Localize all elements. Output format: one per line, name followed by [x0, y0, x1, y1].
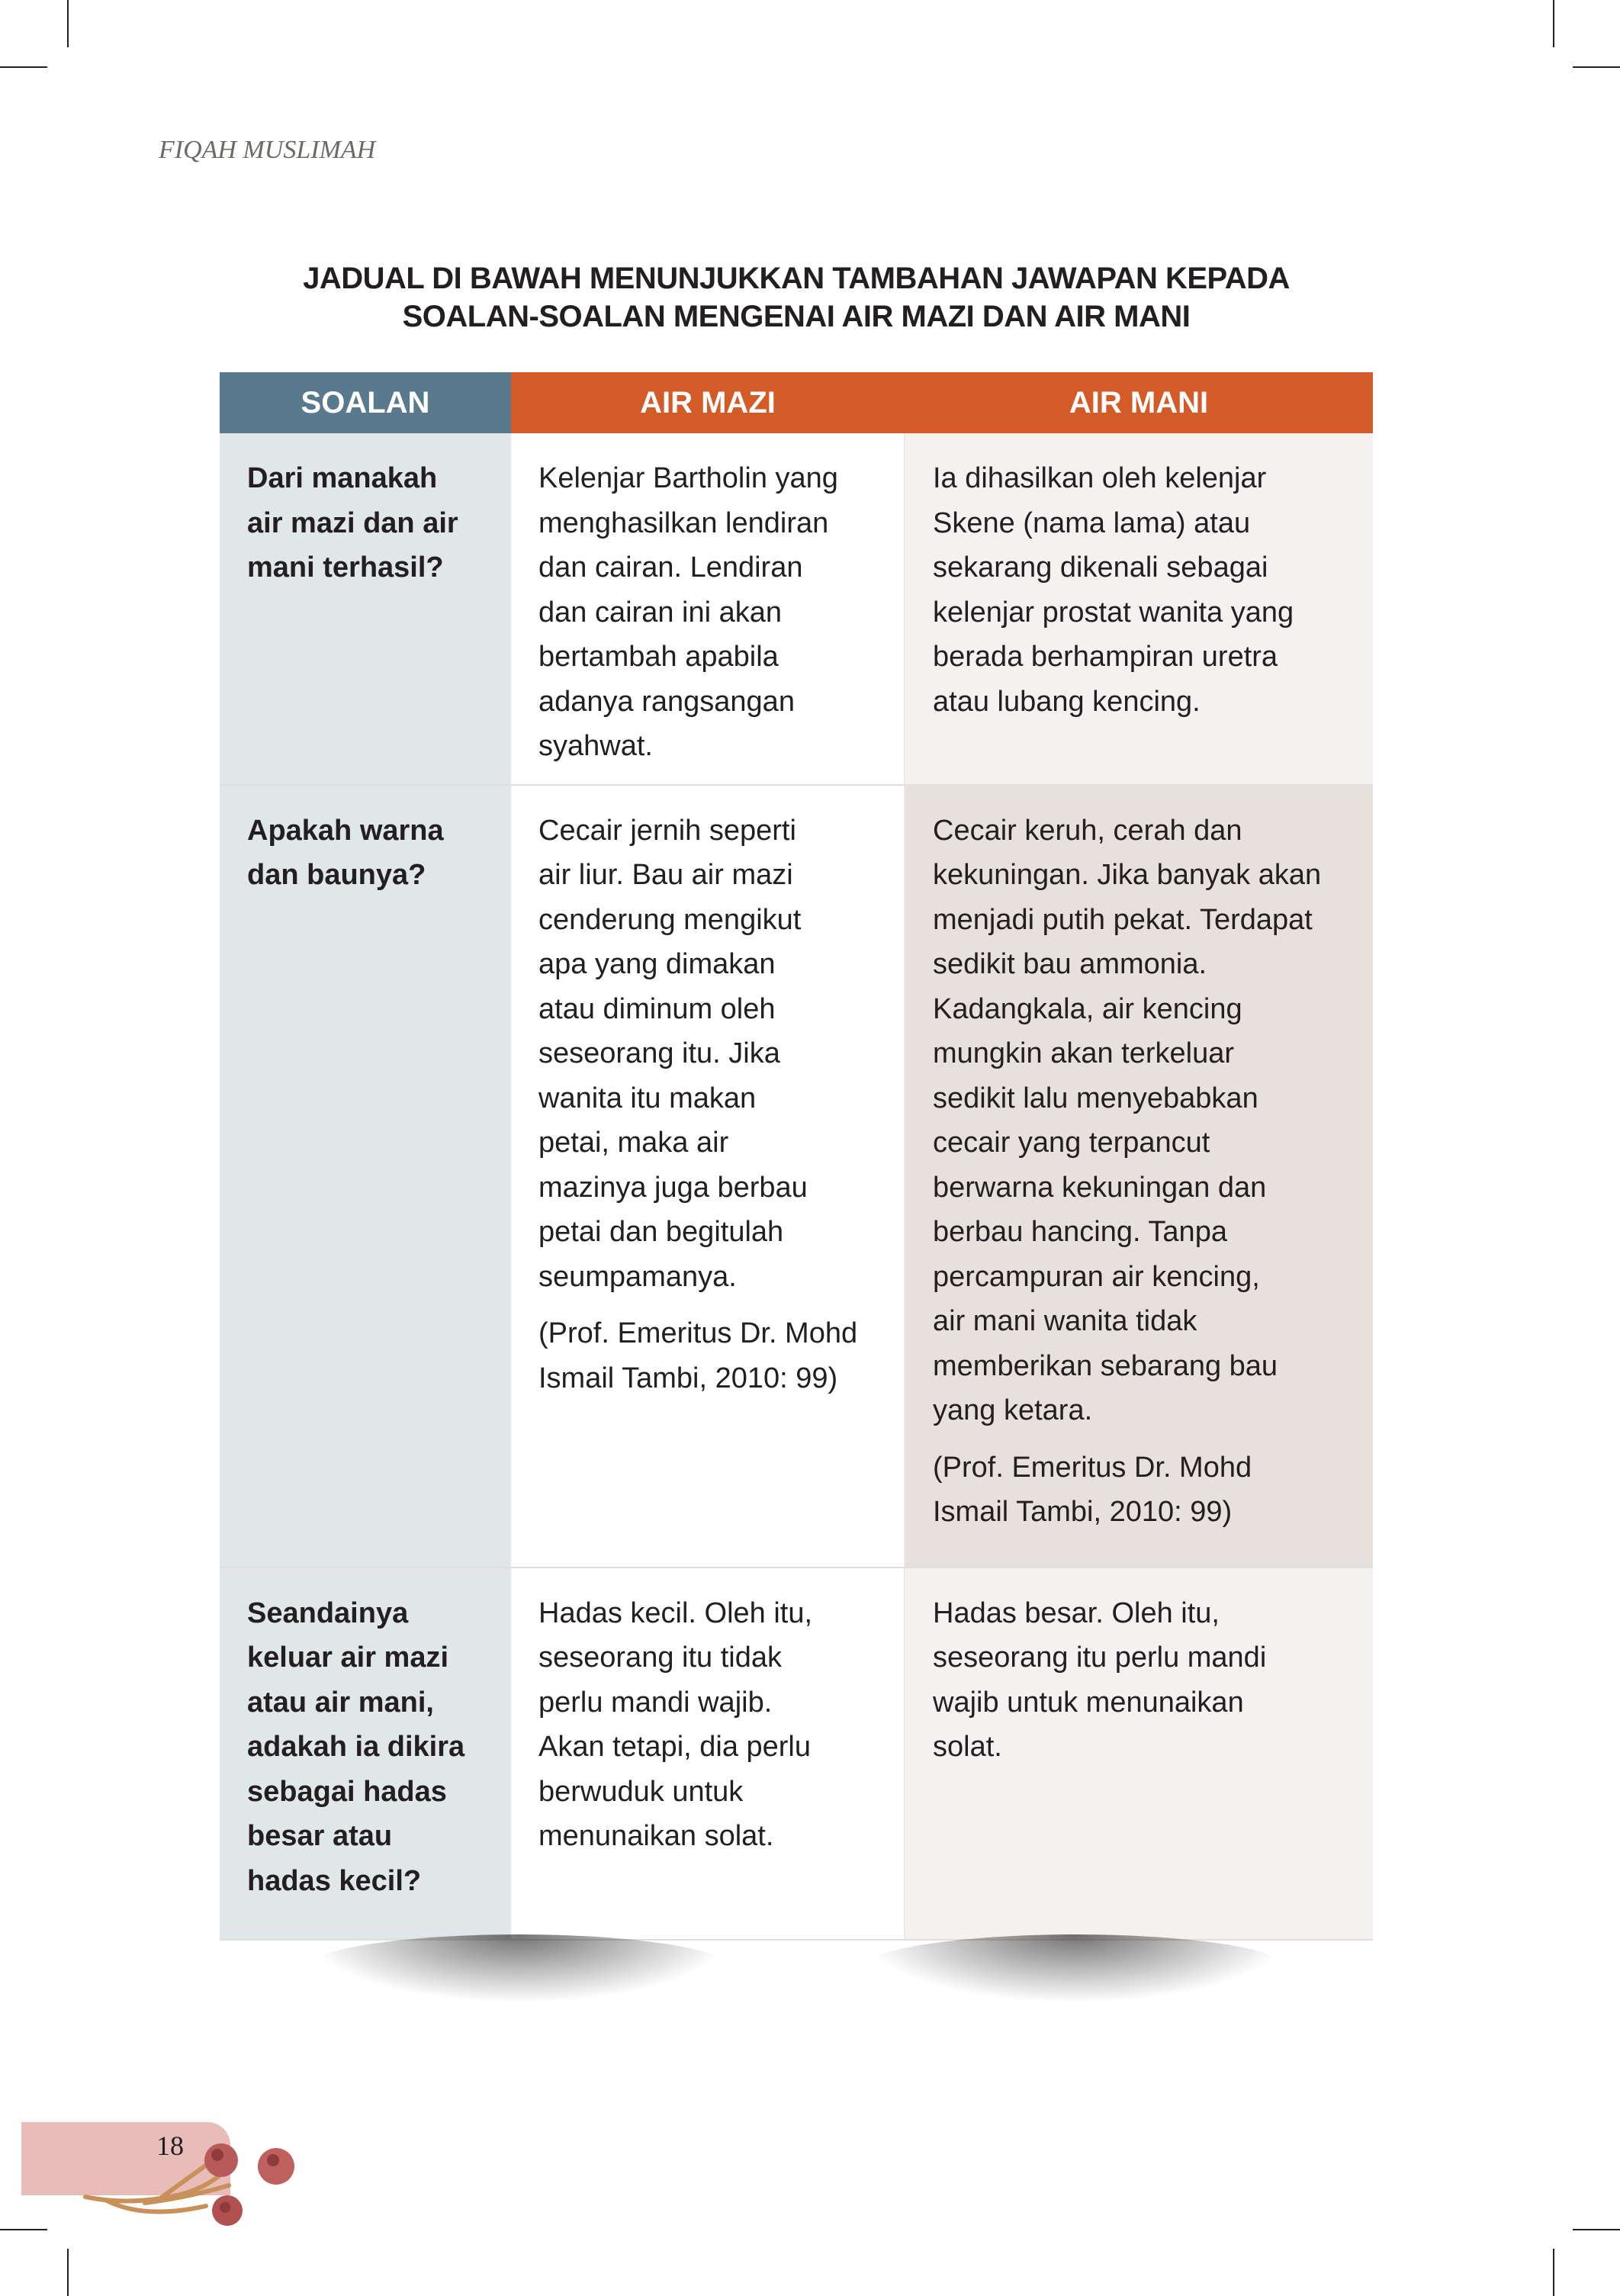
crop-mark	[1573, 2229, 1620, 2230]
mazi-cell: Cecair jernih seperti air liur. Bau air …	[511, 784, 905, 1568]
table-shadow-left	[305, 1934, 732, 2003]
table-row: Apakah warna dan baunya? Cecair jernih s…	[220, 784, 1373, 1568]
crop-mark	[67, 0, 69, 47]
running-header: FIQAH MUSLIMAH	[159, 136, 376, 164]
mazi-text: Cecair jernih seperti air liur. Bau air …	[538, 814, 808, 1293]
question-cell: Dari manakah air mazi dan air mani terha…	[220, 433, 511, 786]
crop-mark	[1553, 2249, 1554, 2296]
mani-cell: Ia dihasilkan oleh kelenjar Skene (nama …	[905, 433, 1373, 786]
question-cell: Seandainya keluar air mazi atau air mani…	[220, 1567, 511, 1941]
page-number-tab	[21, 2122, 230, 2195]
mani-cell: Hadas besar. Oleh itu, seseorang itu per…	[905, 1567, 1373, 1941]
table-shadow-right	[862, 1934, 1289, 2003]
crop-mark	[1553, 0, 1554, 47]
mazi-cell: Hadas kecil. Oleh itu, seseorang itu tid…	[511, 1567, 905, 1941]
table-row: Dari manakah air mazi dan air mani terha…	[220, 433, 1373, 786]
crop-mark	[1573, 66, 1620, 68]
citation: (Prof. Emeritus Dr. Mohd Ismail Tambi, 2…	[933, 1451, 1252, 1529]
table-row: Seandainya keluar air mazi atau air mani…	[220, 1567, 1373, 1941]
crop-mark	[0, 2229, 47, 2230]
mazi-cell: Kelenjar Bartholin yang menghasilkan len…	[511, 433, 905, 786]
page-number: 18	[156, 2130, 184, 2161]
header-soalan: SOALAN	[220, 372, 511, 433]
table-header-row: SOALAN AIR MAZI AIR MANI	[220, 372, 1373, 433]
dried-flower-icon	[83, 2143, 294, 2226]
table-title: JADUAL DI BAWAH MENUNJUKKAN TAMBAHAN JAW…	[303, 262, 1290, 333]
comparison-table: SOALAN AIR MAZI AIR MANI Dari manakah ai…	[220, 372, 1373, 1941]
crop-mark	[67, 2249, 69, 2296]
header-air-mani: AIR MANI	[905, 372, 1373, 433]
crop-mark	[0, 66, 47, 68]
citation: (Prof. Emeritus Dr. Mohd Ismail Tambi, 2…	[538, 1317, 858, 1394]
question-cell: Apakah warna dan baunya?	[220, 784, 511, 1568]
mani-cell: Cecair keruh, cerah dan kekuningan. Jika…	[905, 784, 1373, 1568]
mani-text: Cecair keruh, cerah dan kekuningan. Jika…	[933, 814, 1322, 1427]
header-air-mazi: AIR MAZI	[511, 372, 905, 433]
